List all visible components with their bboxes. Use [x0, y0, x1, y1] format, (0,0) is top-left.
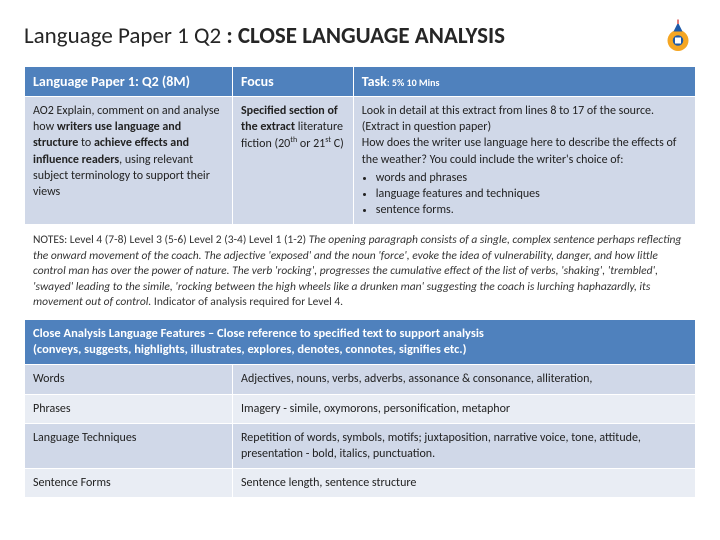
task-list: words and phrases language features and …	[376, 170, 687, 219]
focus-r3: C)	[331, 137, 344, 151]
feature-row-sentence: Sentence Forms Sentence length, sentence…	[25, 469, 696, 498]
feat-sent-label: Sentence Forms	[25, 469, 233, 498]
feat-words-label: Words	[25, 365, 233, 394]
title-row: Language Paper 1 Q2 : CLOSE LANGUAGE ANA…	[24, 18, 696, 54]
focus-r2: or 21	[297, 137, 325, 151]
header-row: Language Paper 1: Q2 (8M) Focus Task: 5%…	[25, 67, 696, 97]
main-table: Language Paper 1: Q2 (8M) Focus Task: 5%…	[24, 66, 696, 498]
feature-row-techniques: Language Techniques Repetition of words,…	[25, 423, 696, 468]
feat-tech-val: Repetition of words, symbols, motifs; ju…	[233, 423, 696, 468]
school-logo-icon	[660, 18, 696, 54]
task-label: Task	[362, 73, 387, 90]
notes-cell: NOTES: Level 4 (7-8) Level 3 (5-6) Level…	[25, 225, 696, 320]
header-col1: Language Paper 1: Q2 (8M)	[25, 67, 233, 97]
subhead-l2: (conveys, suggests, highlights, illustra…	[33, 342, 687, 358]
header-col3: Task: 5% 10 Mins	[353, 67, 695, 97]
feature-row-words: Words Adjectives, nouns, verbs, adverbs,…	[25, 365, 696, 394]
feature-row-phrases: Phrases Imagery - simile, oxymorons, per…	[25, 394, 696, 423]
page-title: Language Paper 1 Q2 : CLOSE LANGUAGE ANA…	[24, 22, 505, 50]
main-content-row: AO2 Explain, comment on and analyse how …	[25, 97, 696, 225]
task-cell: Look in detail at this extract from line…	[353, 97, 695, 225]
task-item-2: language features and techniques	[376, 186, 687, 202]
task-small: : 5% 10 Mins	[387, 76, 440, 89]
feat-words-val: Adjectives, nouns, verbs, adverbs, asson…	[233, 365, 696, 394]
subhead-l1: Close Analysis Language Features – Close…	[33, 326, 687, 342]
task-intro2: How does the writer use language here to…	[362, 135, 687, 167]
title-bold: : CLOSE LANGUAGE ANALYSIS	[226, 22, 505, 50]
task-item-1: words and phrases	[376, 170, 687, 186]
title-light: Language Paper 1 Q2	[24, 22, 226, 50]
notes-tail: Indicator of analysis required for Level…	[151, 295, 343, 309]
ao2-mid: to	[78, 136, 94, 150]
subheader-row: Close Analysis Language Features – Close…	[25, 319, 696, 365]
ao2-cell: AO2 Explain, comment on and analyse how …	[25, 97, 233, 225]
header-col2: Focus	[233, 67, 354, 97]
subheader-cell: Close Analysis Language Features – Close…	[25, 319, 696, 365]
focus-cell: Specified section of the extract literat…	[233, 97, 354, 225]
feat-phrases-label: Phrases	[25, 394, 233, 423]
task-intro1: Look in detail at this extract from line…	[362, 103, 687, 135]
task-item-3: sentence forms.	[376, 202, 687, 218]
feat-sent-val: Sentence length, sentence structure	[233, 469, 696, 498]
feat-tech-label: Language Techniques	[25, 423, 233, 468]
notes-lead: NOTES: Level 4 (7-8) Level 3 (5-6) Level…	[33, 233, 309, 247]
notes-row: NOTES: Level 4 (7-8) Level 3 (5-6) Level…	[25, 225, 696, 320]
feat-phrases-val: Imagery - simile, oxymorons, personifica…	[233, 394, 696, 423]
